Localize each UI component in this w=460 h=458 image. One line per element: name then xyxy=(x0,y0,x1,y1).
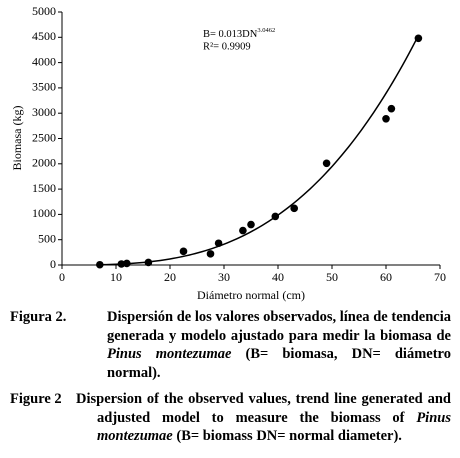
caption-label: Figure 2 xyxy=(10,391,62,407)
caption-label: Figura 2. xyxy=(10,309,67,325)
point xyxy=(144,258,153,267)
x-axis-label: Diámetro normal (cm) xyxy=(197,288,305,302)
point xyxy=(123,259,131,268)
point xyxy=(290,204,299,213)
equation-exponent: 3.0462 xyxy=(257,27,275,34)
y-tick-label: 4000 xyxy=(32,54,56,68)
point xyxy=(247,220,255,229)
point xyxy=(96,260,104,269)
point xyxy=(414,34,423,43)
x-tick-label: 50 xyxy=(326,270,338,284)
point xyxy=(206,250,215,258)
x-tick-label: 70 xyxy=(434,270,446,284)
caption-en: Figure 2 Dispersion of the observed value… xyxy=(10,390,451,446)
point xyxy=(382,114,390,123)
y-tick-label: 2000 xyxy=(32,156,56,170)
x-tick-label: 30 xyxy=(218,270,230,284)
caption-part: (B= biomass DN= normal diameter). xyxy=(172,428,402,444)
x-tick-label: 20 xyxy=(164,270,176,284)
y-tick-label: 500 xyxy=(38,231,56,245)
trend-line xyxy=(99,35,420,266)
point xyxy=(214,239,223,248)
caption-part: Dispersion of the observed values, trend… xyxy=(76,391,451,426)
y-tick-label: 2500 xyxy=(32,130,56,144)
point xyxy=(239,226,247,235)
caption-part: (B= biomasa, DN= diámetro normal). xyxy=(107,346,451,381)
x-tick-label: 40 xyxy=(272,270,284,284)
y-tick-label: 1500 xyxy=(32,181,56,195)
y-tick-label: 4500 xyxy=(32,29,56,43)
caption-text: Dispersión de los valores observados, lí… xyxy=(107,308,451,382)
caption-es: Figura 2. Dispersión de los valores obse… xyxy=(10,308,451,382)
y-tick-label: 1000 xyxy=(32,206,56,220)
x-tick-label: 0 xyxy=(59,270,65,284)
r-squared: R²= 0.9909 xyxy=(203,41,251,52)
point xyxy=(322,159,331,168)
y-tick-label: 3500 xyxy=(32,80,56,94)
x-tick-label: 60 xyxy=(380,270,392,284)
caption-text: Figure 2 Dispersion of the observed value… xyxy=(10,390,451,446)
equation-text: B= 0.013DN xyxy=(203,29,258,40)
point xyxy=(179,247,188,256)
y-axis-label: Biomasa (kg) xyxy=(10,106,24,171)
equation: B= 0.013DN3.0462 xyxy=(203,27,275,40)
y-tick-label: 0 xyxy=(50,257,56,271)
caption-part: Dispersión de los valores observados, lí… xyxy=(107,309,451,344)
point xyxy=(387,104,396,113)
caption-species: Pinus montezumae xyxy=(97,409,451,445)
caption-species: Pinus montezumae xyxy=(107,346,232,362)
point xyxy=(271,212,280,221)
y-tick-label: 5000 xyxy=(32,4,56,18)
chart: Biomasa (kg) Diámetro normal (cm) B= 0.0… xyxy=(10,4,446,302)
x-tick-label: 10 xyxy=(110,270,122,284)
y-tick-label: 3000 xyxy=(32,105,56,119)
